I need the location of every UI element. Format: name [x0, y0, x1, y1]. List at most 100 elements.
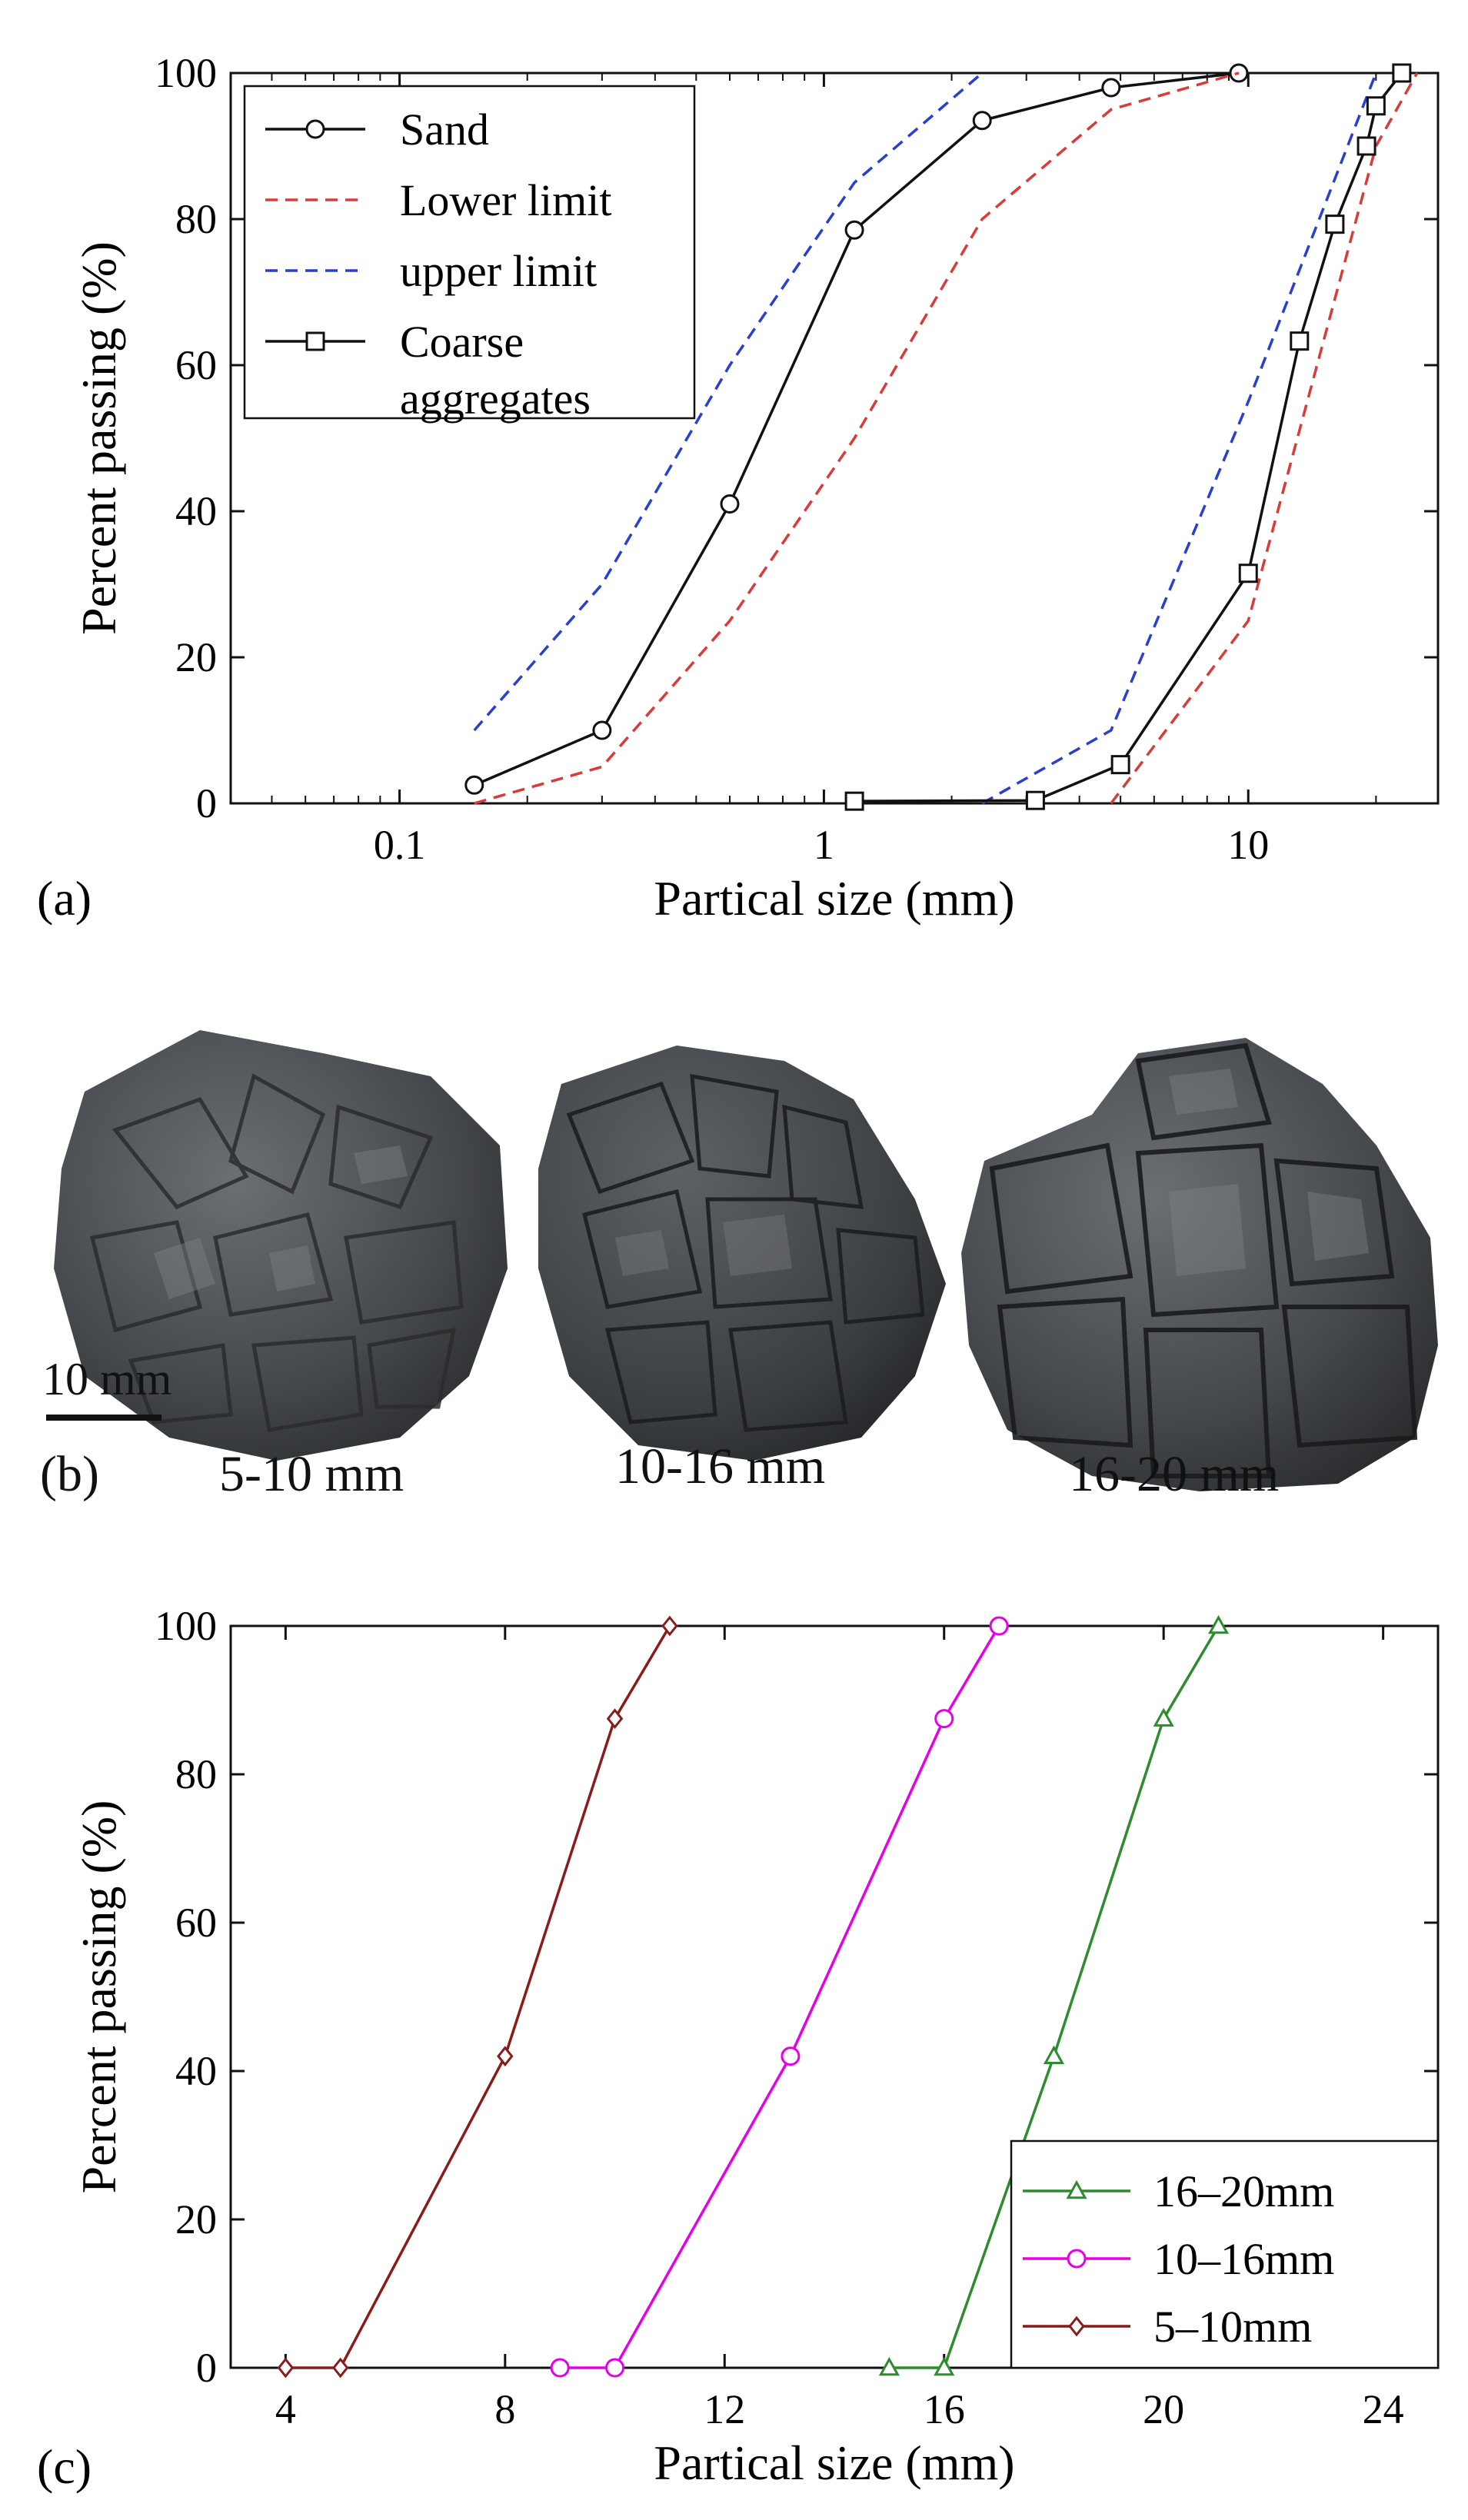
x-tick-label: 12 [704, 2386, 745, 2432]
aggregate-photos [54, 1030, 1438, 1491]
x-tick-label: 16 [924, 2386, 965, 2432]
x-axis-label: Partical size (mm) [654, 2435, 1014, 2490]
series-3 [1110, 72, 1419, 805]
data-point [332, 2357, 349, 2379]
data-point [497, 2046, 514, 2067]
chart-a-panel: 0 20 40 60 80 100 0.1 1 10 Partical size (mm) Perc… [0, 0, 1468, 946]
y-tick-label: 0 [196, 780, 217, 826]
data-point [606, 1708, 624, 1730]
legend-marker [1066, 2179, 1087, 2199]
caption-10-16: 10-16 mm [615, 1438, 826, 1494]
data-point [934, 1709, 954, 1729]
data-point [720, 494, 740, 514]
caption-5-10: 5-10 mm [219, 1446, 404, 1502]
legend-label: Sand [400, 105, 489, 155]
data-point [1153, 1707, 1174, 1727]
data-point [1366, 96, 1386, 116]
legend-label: 16–20mm [1153, 2166, 1334, 2216]
aggregate-photo-16-20 [961, 1038, 1438, 1491]
data-point [878, 2356, 900, 2376]
aggregate-photo-10-16 [538, 1046, 946, 1461]
x-tick-label: 4 [275, 2386, 296, 2432]
legend-label: upper limit [400, 246, 597, 296]
aggregate-photo-5-10 [54, 1030, 508, 1461]
legend-marker [305, 119, 325, 139]
x-tick-label: 20 [1143, 2386, 1184, 2432]
data-point [661, 1615, 678, 1637]
series-line [474, 71, 1240, 805]
data-point [989, 1616, 1009, 1636]
panel-label-c: (c) [37, 2439, 92, 2494]
data-point [1207, 1614, 1230, 1634]
chart-a: 0 20 40 60 80 100 0.1 1 10 Partical size (mm) Perc… [37, 50, 1440, 926]
data-point [972, 111, 992, 131]
series-line [1110, 72, 1419, 805]
data-point [844, 220, 864, 240]
plot-frame [229, 71, 1440, 805]
y-tick-label: 20 [175, 634, 217, 680]
data-point [277, 2357, 295, 2379]
data-point [1238, 564, 1258, 583]
data-point [1356, 136, 1376, 156]
y-tick-label: 100 [155, 1603, 217, 1649]
legend-label: Coarse [400, 317, 524, 367]
y-tick-label: 80 [175, 1751, 217, 1797]
y-tick-label: 60 [175, 342, 217, 388]
series-5 [844, 63, 1412, 811]
data-point [1325, 214, 1345, 234]
series-line [473, 71, 984, 732]
y-axis-label: Percent passing (%) [72, 1800, 126, 2194]
x-tick-label: 8 [494, 2386, 515, 2432]
y-tick-label: 80 [175, 196, 217, 242]
panel-label-a: (a) [37, 871, 92, 926]
data-point [1025, 790, 1045, 810]
x-tick-label: 10 [1227, 822, 1269, 868]
series-line [981, 72, 1377, 805]
series-2 [277, 1615, 678, 2379]
x-axis-label: Partical size (mm) [654, 871, 1014, 926]
legend-box [243, 85, 696, 420]
y-axis-label: Percent passing (%) [72, 241, 126, 635]
chart-c-panel: 0 20 40 60 80 100 4 8 12 16 20 24 Partical size (mm)… [0, 1568, 1468, 2520]
legend-marker [305, 331, 325, 351]
data-point [464, 775, 484, 795]
panel-label-b: (b) [40, 1446, 99, 1502]
y-tick-label: 0 [196, 2345, 217, 2391]
series-2 [473, 71, 984, 732]
legend-marker [1067, 2249, 1087, 2269]
scale-bar-label: 10 mm [42, 1354, 172, 1405]
caption-16-20: 16-20 mm [1069, 1446, 1280, 1502]
data-point [1101, 78, 1121, 98]
scale-bar [46, 1415, 161, 1421]
data-point [844, 791, 864, 811]
series-0 [464, 63, 1249, 795]
series-1 [550, 1616, 1009, 2378]
legend: Sand Lower limit upper limit Coarse aggregat… [243, 85, 696, 424]
y-tick-label: 40 [175, 488, 217, 534]
plot-frame [229, 1624, 1440, 2369]
series-4 [981, 72, 1377, 805]
x-tick-label: 1 [814, 822, 834, 868]
data-point [1110, 755, 1130, 775]
legend-label: Lower limit [400, 175, 611, 225]
series-line [285, 1625, 671, 2369]
data-point [934, 2356, 955, 2376]
data-point [550, 2358, 570, 2378]
data-point [605, 2358, 625, 2378]
data-point [592, 720, 612, 740]
legend-label: 10–16mm [1153, 2234, 1334, 2284]
series-0 [878, 1614, 1230, 2376]
legend-label: 5–10mm [1153, 2302, 1312, 2352]
y-tick-label: 60 [175, 1900, 217, 1946]
x-tick-label: 24 [1363, 2386, 1404, 2432]
y-tick-label: 100 [155, 50, 217, 96]
legend: 16–20mm 10–16mm 5–10mm [1010, 2139, 1440, 2369]
data-point [781, 2046, 801, 2066]
series-1 [474, 71, 1240, 805]
chart-c: 0 20 40 60 80 100 4 8 12 16 20 24 Partical size (mm)… [37, 1603, 1440, 2494]
y-tick-label: 20 [175, 2196, 217, 2242]
y-tick-label: 40 [175, 2048, 217, 2094]
data-point [1043, 2045, 1065, 2064]
data-point [1290, 331, 1310, 351]
x-tick-label: 0.1 [374, 822, 426, 868]
